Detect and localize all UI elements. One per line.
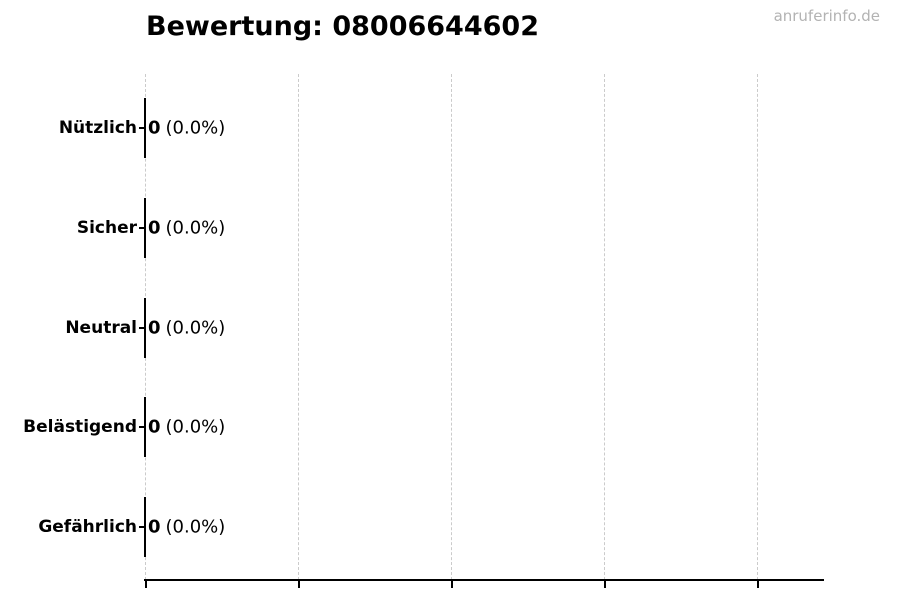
- chart-title: Bewertung: 08006644602: [146, 11, 539, 42]
- bar-row: Belästigend 0 (0.0%): [0, 397, 900, 457]
- category-label: Sicher: [76, 218, 137, 238]
- zero-width-bar: [144, 397, 146, 457]
- bar-percent: (0.0%): [165, 416, 226, 438]
- bar-count: 0: [148, 317, 161, 339]
- zero-width-bar: [144, 298, 146, 358]
- gridline: [604, 74, 605, 580]
- bar-row: Gefährlich 0 (0.0%): [0, 497, 900, 557]
- x-tick: [298, 581, 300, 588]
- x-tick: [145, 581, 147, 588]
- bar-percent: (0.0%): [165, 117, 226, 139]
- x-tick: [604, 581, 606, 588]
- bar-value-label: 0 (0.0%): [148, 417, 225, 438]
- bar-value-label: 0 (0.0%): [148, 517, 225, 538]
- y-tick: [139, 127, 146, 129]
- category-label: Neutral: [65, 318, 137, 338]
- bar-count: 0: [148, 217, 161, 239]
- bar-row: Neutral 0 (0.0%): [0, 298, 900, 358]
- gridline: [757, 74, 758, 580]
- zero-width-bar: [144, 497, 146, 557]
- y-tick: [139, 227, 146, 229]
- bar-percent: (0.0%): [165, 516, 226, 538]
- bar-count: 0: [148, 516, 161, 538]
- bar-value-label: 0 (0.0%): [148, 118, 225, 139]
- bar-percent: (0.0%): [165, 317, 226, 339]
- bar-value-label: 0 (0.0%): [148, 318, 225, 339]
- category-label: Nützlich: [58, 118, 137, 138]
- gridline: [451, 74, 452, 580]
- zero-width-bar: [144, 98, 146, 158]
- bar-count: 0: [148, 117, 161, 139]
- category-label: Belästigend: [23, 417, 137, 437]
- y-tick: [139, 526, 146, 528]
- bar-row: Sicher 0 (0.0%): [0, 198, 900, 258]
- category-label: Gefährlich: [38, 517, 137, 537]
- y-tick: [139, 327, 146, 329]
- bar-percent: (0.0%): [165, 217, 226, 239]
- x-axis-line: [144, 579, 824, 581]
- y-tick: [139, 426, 146, 428]
- zero-width-bar: [144, 198, 146, 258]
- watermark: anruferinfo.de: [773, 7, 880, 25]
- x-tick: [451, 581, 453, 588]
- gridline: [298, 74, 299, 580]
- bar-value-label: 0 (0.0%): [148, 218, 225, 239]
- x-tick: [757, 581, 759, 588]
- bar-count: 0: [148, 416, 161, 438]
- bar-row: Nützlich 0 (0.0%): [0, 98, 900, 158]
